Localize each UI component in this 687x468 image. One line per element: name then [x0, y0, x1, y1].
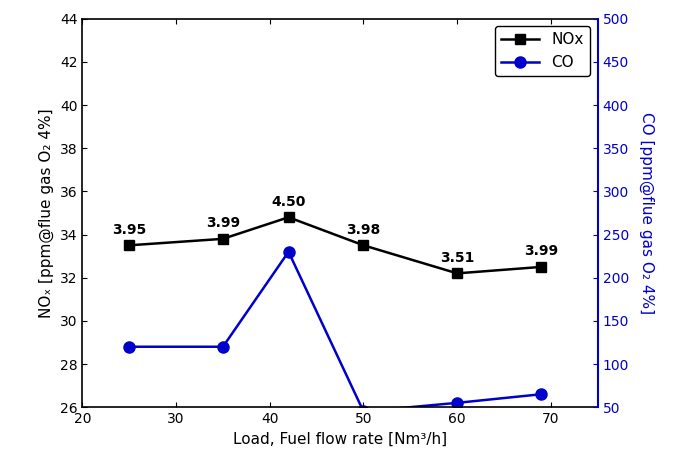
- Text: 3.51: 3.51: [440, 251, 474, 265]
- Legend: NOx, CO: NOx, CO: [495, 26, 590, 76]
- NOx: [219, 236, 227, 241]
- CO: [219, 344, 227, 350]
- NOx: [125, 242, 133, 248]
- CO: [537, 391, 545, 397]
- Text: 3.95: 3.95: [112, 223, 146, 237]
- CO: [453, 400, 461, 406]
- NOx: [359, 242, 368, 248]
- NOx: [284, 214, 293, 220]
- Text: 3.99: 3.99: [206, 216, 240, 230]
- NOx: [453, 271, 461, 276]
- X-axis label: Load, Fuel flow rate [Nm³/h]: Load, Fuel flow rate [Nm³/h]: [233, 431, 447, 446]
- Text: 3.98: 3.98: [346, 223, 381, 237]
- Text: 4.50: 4.50: [271, 195, 306, 209]
- Y-axis label: NOₓ [ppm@flue gas O₂ 4%]: NOₓ [ppm@flue gas O₂ 4%]: [39, 108, 54, 318]
- Y-axis label: CO [ppm@flue gas O₂ 4%]: CO [ppm@flue gas O₂ 4%]: [639, 112, 654, 314]
- NOx: [537, 264, 545, 270]
- Line: CO: CO: [124, 246, 547, 417]
- CO: [284, 249, 293, 255]
- Line: NOx: NOx: [124, 212, 546, 278]
- CO: [125, 344, 133, 350]
- CO: [359, 409, 368, 414]
- Text: 3.99: 3.99: [524, 244, 559, 258]
